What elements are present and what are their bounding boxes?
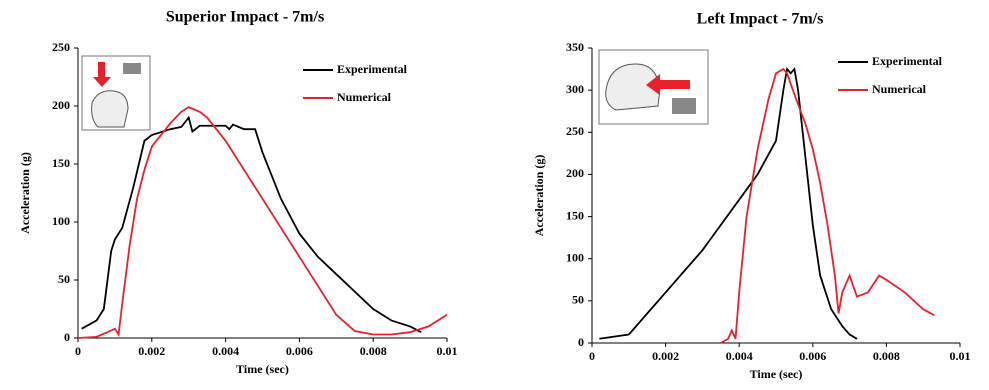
y-tick-label: 200 (52, 98, 70, 112)
x-tick-label: 0.002 (138, 344, 165, 358)
y-tick-label: 300 (566, 82, 584, 96)
y-axis-label: Acceleration (g) (532, 155, 546, 237)
chart-title: Left Impact - 7m/s (697, 11, 824, 28)
helmet-icon (605, 63, 661, 111)
x-axis-label: Time (sec) (236, 362, 289, 376)
legend-label: Experimental (872, 54, 943, 68)
inset-superior (81, 55, 151, 131)
legend-label: Numerical (337, 90, 392, 104)
legend-label: Numerical (872, 82, 927, 96)
y-tick-label: 150 (52, 156, 70, 170)
x-tick-label: 0 (589, 349, 595, 363)
y-tick-label: 100 (566, 250, 584, 264)
x-tick-label: 0.006 (286, 344, 313, 358)
y-axis-label: Acceleration (g) (18, 152, 32, 234)
y-tick-label: 250 (566, 124, 584, 138)
data-line (599, 67, 858, 340)
x-tick-label: 0 (75, 344, 81, 358)
y-tick-label: 200 (566, 166, 584, 180)
arrow-icon (98, 62, 105, 78)
y-tick-label: 0 (578, 335, 584, 349)
y-tick-label: 150 (566, 208, 584, 222)
impactor-icon (672, 98, 696, 114)
x-tick-label: 0.008 (360, 344, 387, 358)
y-tick-label: 350 (566, 40, 584, 54)
helmet-icon (91, 90, 129, 128)
arrow-icon (93, 77, 111, 87)
y-tick-label: 250 (52, 40, 70, 54)
arrow-icon (646, 74, 660, 95)
y-tick-label: 100 (52, 214, 70, 228)
impactor-icon (123, 63, 141, 74)
y-tick-label: 50 (572, 293, 584, 307)
x-tick-label: 0.002 (652, 349, 679, 363)
x-tick-label: 0.01 (950, 349, 971, 363)
legend-label: Experimental (337, 62, 408, 76)
data-line (77, 106, 448, 339)
x-tick-label: 0.004 (212, 344, 239, 358)
chart-title: Superior Impact - 7m/s (166, 9, 324, 26)
x-axis-label: Time (sec) (750, 367, 803, 381)
x-tick-label: 0.006 (799, 349, 826, 363)
data-line (720, 67, 935, 344)
arrow-icon (660, 80, 690, 89)
x-tick-label: 0.01 (437, 344, 458, 358)
x-tick-label: 0.004 (726, 349, 753, 363)
y-tick-label: 50 (58, 272, 70, 286)
y-tick-label: 0 (64, 330, 70, 344)
inset-left (598, 49, 709, 125)
x-tick-label: 0.008 (873, 349, 900, 363)
